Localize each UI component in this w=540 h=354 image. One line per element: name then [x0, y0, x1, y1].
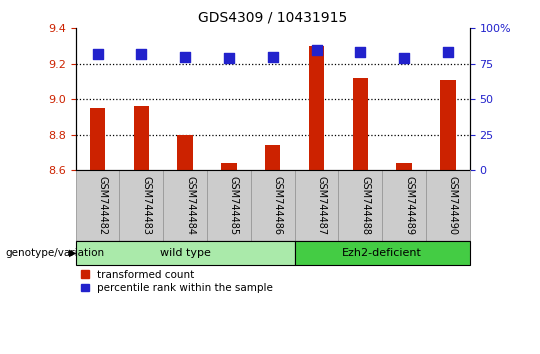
- Point: [268, 54, 277, 59]
- Bar: [309, 46, 324, 170]
- Title: GDS4309 / 10431915: GDS4309 / 10431915: [198, 10, 347, 24]
- Text: GSM744485: GSM744485: [229, 176, 239, 235]
- Legend: transformed count, percentile rank within the sample: transformed count, percentile rank withi…: [81, 270, 273, 293]
- Text: GSM744487: GSM744487: [316, 176, 327, 235]
- Bar: [295, 170, 339, 241]
- Point: [356, 50, 364, 55]
- Bar: [76, 170, 119, 241]
- Bar: [133, 106, 149, 170]
- Bar: [396, 163, 412, 170]
- Bar: [221, 163, 237, 170]
- Text: GSM744483: GSM744483: [141, 176, 151, 235]
- Bar: [207, 170, 251, 241]
- Point: [137, 51, 146, 57]
- Bar: [90, 108, 105, 170]
- Point: [312, 47, 321, 52]
- Bar: [163, 170, 207, 241]
- Point: [400, 55, 408, 61]
- Text: GSM744488: GSM744488: [360, 176, 370, 235]
- Text: GSM744490: GSM744490: [448, 176, 458, 235]
- Text: GSM744486: GSM744486: [273, 176, 283, 235]
- Text: GSM744482: GSM744482: [98, 176, 107, 235]
- Text: GSM744484: GSM744484: [185, 176, 195, 235]
- Bar: [119, 170, 163, 241]
- Text: Ezh2-deficient: Ezh2-deficient: [342, 248, 422, 258]
- Bar: [382, 170, 426, 241]
- Bar: [295, 241, 470, 265]
- Bar: [178, 135, 193, 170]
- Text: GSM744489: GSM744489: [404, 176, 414, 235]
- Bar: [251, 170, 295, 241]
- Bar: [426, 170, 470, 241]
- Bar: [339, 170, 382, 241]
- Point: [225, 55, 233, 61]
- Text: ▶: ▶: [69, 248, 77, 258]
- Point: [93, 51, 102, 57]
- Point: [443, 50, 452, 55]
- Bar: [440, 80, 456, 170]
- Bar: [353, 78, 368, 170]
- Bar: [76, 241, 295, 265]
- Point: [181, 54, 190, 59]
- Text: genotype/variation: genotype/variation: [5, 248, 105, 258]
- Bar: [265, 145, 280, 170]
- Text: wild type: wild type: [160, 248, 211, 258]
